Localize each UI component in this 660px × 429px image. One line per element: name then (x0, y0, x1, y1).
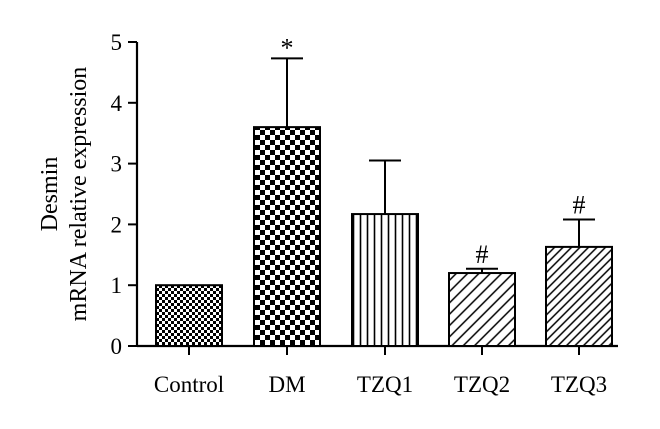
category-label: DM (268, 372, 305, 397)
error-bars (271, 57, 595, 274)
category-label: TZQ3 (551, 372, 607, 397)
annotation-dm: * (281, 33, 294, 62)
y-tick-label: 1 (111, 273, 123, 298)
bar-tzq3 (545, 245, 613, 347)
y-tick-label: 4 (111, 91, 123, 116)
y-tick-label: 2 (111, 212, 123, 237)
annotation-tzq3: # (573, 191, 586, 220)
bar-control (155, 284, 223, 348)
category-label: TZQ2 (454, 372, 510, 397)
y-axis-label: Desmin mRNA relative expression (37, 67, 92, 322)
bar-tzq2 (448, 272, 516, 348)
y-tick-label: 5 (111, 30, 123, 55)
bar-tzq1 (351, 213, 419, 347)
category-label: Control (154, 372, 224, 397)
y-axis-label-line: mRNA relative expression (66, 67, 92, 322)
y-tick-label: 3 (111, 152, 123, 177)
category-label: TZQ1 (357, 372, 413, 397)
annotation-tzq2: # (476, 240, 489, 269)
y-tick-label: 0 (111, 334, 123, 359)
bars (155, 126, 613, 348)
category-labels: Control DM TZQ1 TZQ2 TZQ3 (154, 372, 607, 397)
y-axis-label-line: Desmin (37, 157, 63, 232)
bar-dm (253, 126, 321, 348)
significance-annotations: * # # (281, 33, 586, 268)
